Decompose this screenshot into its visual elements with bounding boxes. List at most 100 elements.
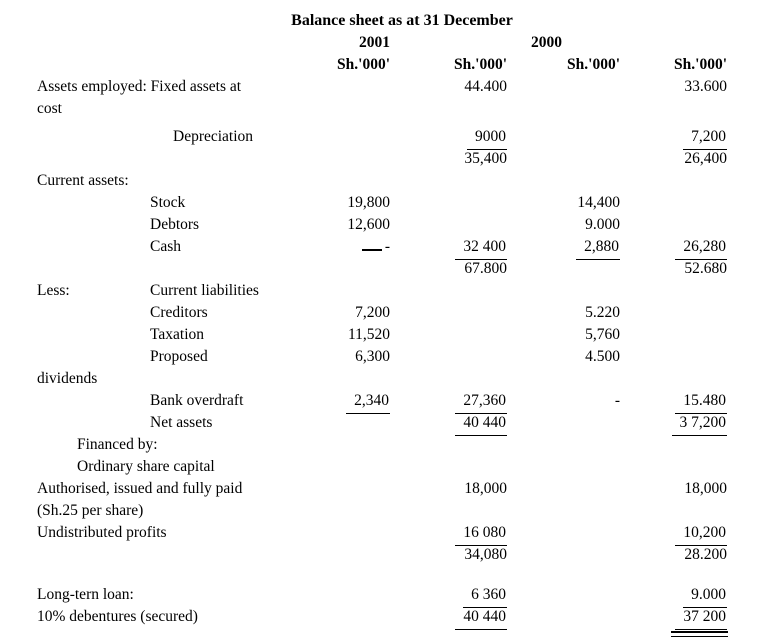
cell-value: 2,880 xyxy=(576,236,620,260)
cell-2000-col2 xyxy=(620,192,727,214)
cell-2001-col2 xyxy=(390,368,507,390)
cell-value: 6 360 xyxy=(463,584,507,608)
cell-2001-col1 xyxy=(286,434,390,456)
cell-2001-col2: 40 440 xyxy=(390,606,507,630)
cell-2000-col1 xyxy=(507,606,620,628)
cell-2001-col1: - xyxy=(286,236,390,258)
row-label: Financed by: xyxy=(0,434,286,456)
cell-2001-col1 xyxy=(286,258,390,280)
cell-2001-col2 xyxy=(390,500,507,522)
cell-value: 40 440 xyxy=(455,606,507,630)
row-label-text: Less: xyxy=(37,282,70,299)
cell-2001-col1 xyxy=(286,170,390,192)
row-label: Current assets: xyxy=(0,170,286,192)
unit-header-2000-col1: Sh.'000' xyxy=(567,56,620,73)
row-label-text: Taxation xyxy=(150,326,205,343)
row-label xyxy=(0,258,286,280)
cell-2001-col1 xyxy=(286,584,390,606)
table-row: Ordinary share capital xyxy=(0,456,764,478)
cell-2000-col2 xyxy=(620,214,727,236)
cell-value: 5,760 xyxy=(585,326,620,343)
cell-value: 26,400 xyxy=(684,150,727,167)
table-row: Cash - 32 400 2,880 26,280 xyxy=(0,236,764,260)
row-label: Taxation xyxy=(0,324,286,346)
row-label-text: Cash xyxy=(150,238,181,255)
cell-2000-col1 xyxy=(507,368,620,390)
cell-value: 9.000 xyxy=(585,216,620,233)
cell-2000-col2 xyxy=(620,346,727,368)
unit-header-2001-col1: Sh.'000' xyxy=(337,56,390,73)
row-label-text: Current assets: xyxy=(37,172,129,189)
cell-2000-col1: 14,400 xyxy=(507,192,620,214)
row-sublabel-text: Current liabilities xyxy=(150,282,259,299)
row-label-text: Debtors xyxy=(150,216,200,233)
cell-value: 10,200 xyxy=(675,522,727,546)
cell-2000-col2: 26,400 xyxy=(620,148,727,170)
cell-2000-col2: 28.200 xyxy=(620,544,727,566)
cell-2000-col2: 9.000 xyxy=(620,584,727,608)
table-row: Net assets 40 440 3 7,200 xyxy=(0,412,764,436)
cell-2001-col2 xyxy=(390,170,507,192)
row-label: Depreciation xyxy=(0,126,286,148)
cell-2001-col2 xyxy=(390,302,507,324)
cell-2000-col2 xyxy=(620,170,727,192)
cell-2000-col1: 5.220 xyxy=(507,302,620,324)
cell-value: 67.800 xyxy=(464,260,507,277)
cell-2001-col1 xyxy=(286,606,390,628)
cell-2000-col2: 26,280 xyxy=(620,236,727,260)
row-label: cost xyxy=(0,98,286,120)
cell-2000-col1: 9.000 xyxy=(507,214,620,236)
cell-2001-col2: 67.800 xyxy=(390,258,507,280)
table-row: Taxation 11,520 5,760 xyxy=(0,324,764,346)
table-row: Undistributed profits 16 080 10,200 xyxy=(0,522,764,546)
cell-2000-col2 xyxy=(620,324,727,346)
cell-2000-col1: 5,760 xyxy=(507,324,620,346)
cell-2001-col1 xyxy=(286,280,390,302)
year-2000-header: 2000 xyxy=(531,34,562,51)
row-label-text: Financed by: xyxy=(77,436,158,453)
cell-2001-col1: 19,800 xyxy=(286,192,390,214)
cell-2000-col2 xyxy=(620,368,727,390)
table-row: Financed by: xyxy=(0,434,764,456)
row-label: Stock xyxy=(0,192,286,214)
dash-rule xyxy=(361,249,382,251)
document-title: Balance sheet as at 31 December xyxy=(291,12,513,29)
table-row: Creditors 7,200 5.220 xyxy=(0,302,764,324)
cell-2000-col2 xyxy=(620,98,727,120)
row-label-text: dividends xyxy=(37,370,98,387)
row-label-text: Creditors xyxy=(150,304,208,321)
row-label: Long-tern loan: xyxy=(0,584,286,606)
cell-2001-col2 xyxy=(390,214,507,236)
table-row: Long-tern loan: 6 360 9.000 xyxy=(0,584,764,608)
table-row: (Sh.25 per share) xyxy=(0,500,764,522)
cell-2001-col1 xyxy=(286,412,390,434)
cell-value: 52.680 xyxy=(684,260,727,277)
cell-2000-col2: 7,200 xyxy=(620,126,727,150)
cell-value: 9000 xyxy=(467,126,507,150)
cell-2001-col1: 2,340 xyxy=(286,390,390,414)
cell-2001-col2 xyxy=(390,434,507,456)
cell-value: 5.220 xyxy=(585,304,620,321)
table-row: 35,400 26,400 xyxy=(0,148,764,170)
cell-2001-col2: 34,080 xyxy=(390,544,507,566)
table-row: dividends xyxy=(0,368,764,390)
row-label: Authorised, issued and fully paid xyxy=(0,478,286,500)
table-row: Less: Current liabilities xyxy=(0,280,764,302)
row-label-text: 10% debentures (secured) xyxy=(37,608,198,625)
row-label-text: Proposed xyxy=(150,348,208,365)
cell-2001-col2 xyxy=(390,98,507,120)
cell-2000-col2 xyxy=(620,280,727,302)
table-row: Depreciation 9000 7,200 xyxy=(0,126,764,150)
cell-value: 44.400 xyxy=(464,78,507,95)
cell-2001-col2 xyxy=(390,456,507,478)
cell-value: 34,080 xyxy=(464,546,507,563)
cell-value: 18,000 xyxy=(464,480,507,497)
cell-2001-col1: 6,300 xyxy=(286,346,390,368)
cell-2001-col2 xyxy=(390,192,507,214)
cell-value: 27,360 xyxy=(455,390,507,414)
cell-2000-col2: 33.600 xyxy=(620,76,727,98)
cell-2000-col1: 2,880 xyxy=(507,236,620,260)
cell-value: 7,200 xyxy=(355,304,390,321)
cell-value: 12,600 xyxy=(347,216,390,233)
